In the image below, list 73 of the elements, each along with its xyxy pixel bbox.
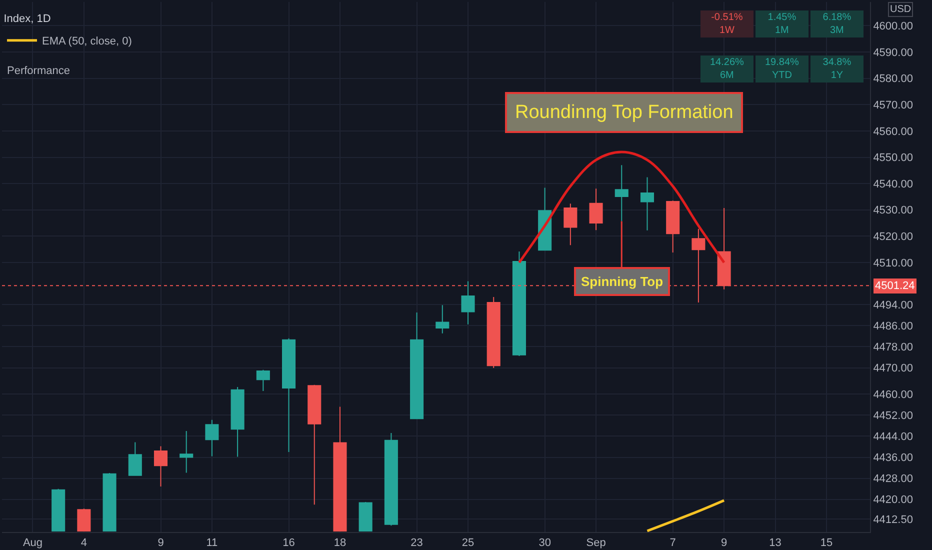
x-tick-label: Aug — [22, 537, 43, 550]
y-tick-label: 4550.00 — [873, 152, 913, 164]
candlestick — [308, 384, 322, 506]
x-tick-label: 25 — [462, 537, 474, 550]
candlestick — [512, 250, 526, 356]
candlestick — [180, 430, 194, 474]
y-tick-label: 4470.00 — [873, 362, 913, 375]
x-tick-label: 11 — [206, 537, 218, 550]
candlestick — [102, 472, 116, 532]
annotation: 1.45% 1M — [768, 12, 796, 36]
legend-label: EMA (50, close, 0) — [42, 36, 132, 48]
y-tick-label: 4444.00 — [873, 431, 913, 444]
y-tick-label: 4494.00 — [873, 299, 913, 312]
line-series — [518, 150, 726, 264]
y-tick-label: 4580.00 — [873, 73, 913, 86]
y-tick-label: 4600.00 — [873, 20, 913, 33]
candlestick — [486, 296, 500, 369]
candlestick — [436, 304, 450, 334]
candlestick — [333, 406, 347, 532]
candlestick — [461, 280, 475, 325]
x-tick-label: 9 — [158, 537, 164, 550]
candlestick — [564, 203, 578, 246]
annotation: 14.26% 6M — [710, 57, 744, 81]
x-tick-label: 4 — [80, 537, 88, 550]
x-tick-label: 30 — [538, 537, 551, 550]
y-tick-label: 4478.00 — [873, 342, 913, 354]
x-tick-label: 9 — [720, 537, 728, 550]
annotation: Spinning Top — [581, 274, 664, 289]
candlestick — [589, 188, 603, 231]
candlestick — [384, 432, 398, 526]
annotation: 6.18% 3M — [822, 12, 852, 36]
y-tick-label: 4540.00 — [873, 178, 913, 190]
y-tick-label: 4436.00 — [873, 452, 913, 464]
annotation: Performance — [7, 65, 70, 77]
x-tick-label: 18 — [334, 537, 346, 550]
annotation: 34.8% 1Y — [822, 57, 852, 81]
y-tick-label: 4570.00 — [873, 99, 913, 112]
x-tick-label: 7 — [670, 537, 676, 550]
candlestick — [230, 386, 244, 458]
x-tick-label: 16 — [282, 537, 295, 550]
annotation: -0.51% 1W — [711, 12, 743, 36]
y-tick-label: 4412.50 — [873, 514, 913, 526]
y-tick-label: 4452.00 — [873, 410, 913, 422]
annotation: 19.84% YTD — [764, 57, 800, 81]
ref-line-label: 4501.24 — [875, 280, 915, 292]
line-series — [646, 499, 726, 532]
candlestick — [358, 502, 372, 532]
candlestick — [640, 176, 654, 231]
candlestick — [410, 312, 424, 420]
candlestick — [154, 446, 168, 487]
text: Index, 1D — [4, 13, 51, 26]
y-tick-label: 4510.00 — [873, 257, 913, 270]
y-tick-label: 4460.00 — [873, 388, 913, 401]
x-tick-label: 23 — [410, 537, 423, 550]
candlestick — [77, 508, 91, 532]
y-tick-label: 4420.00 — [873, 494, 913, 506]
candlestick — [52, 488, 66, 532]
y-tick-label: 4530.00 — [873, 204, 913, 217]
y-tick-label: 4428.00 — [873, 473, 913, 486]
candlestick — [666, 200, 680, 254]
y-tick-label: 4590.00 — [873, 46, 913, 59]
x-tick-label: 15 — [820, 537, 833, 550]
candlestick — [282, 338, 296, 452]
y-tick-label: 4560.00 — [873, 126, 913, 138]
x-tick-label: 13 — [769, 537, 782, 550]
annotation: Roundinng Top Formation — [515, 102, 734, 123]
x-tick-label: Sep — [586, 537, 606, 550]
y-tick-label: 4486.00 — [873, 320, 913, 333]
candlestick — [205, 419, 219, 457]
candlestick — [256, 369, 270, 392]
y-axis-title: USD — [890, 4, 912, 15]
candlestick — [128, 442, 142, 476]
y-tick-label: 4520.00 — [873, 231, 913, 244]
